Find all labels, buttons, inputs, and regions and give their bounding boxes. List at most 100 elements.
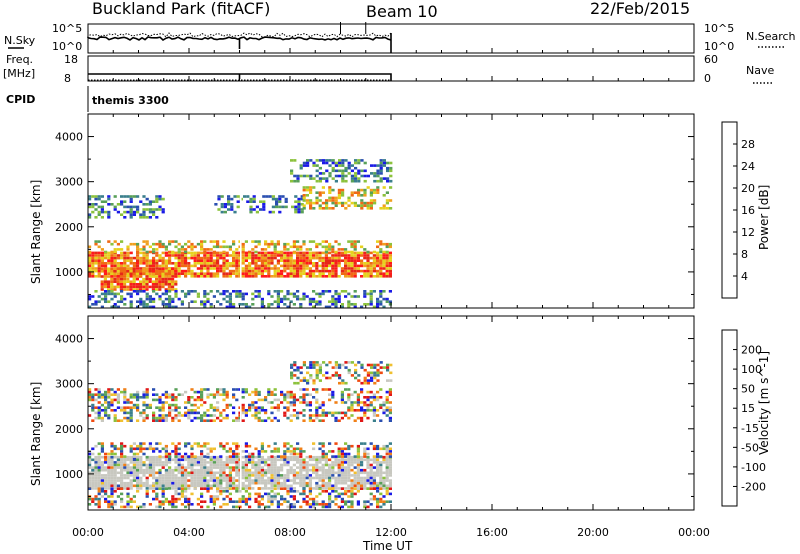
data-cell <box>145 490 149 493</box>
data-cell <box>328 245 332 249</box>
data-cell <box>366 267 370 270</box>
data-cell <box>241 481 245 485</box>
data-cell <box>379 166 383 170</box>
data-cell <box>315 463 319 467</box>
data-cell <box>296 251 300 255</box>
data-cell <box>116 463 120 467</box>
data-cell <box>113 419 117 422</box>
data-cell <box>264 419 268 422</box>
data-cell <box>235 490 239 493</box>
data-cell <box>145 303 149 306</box>
data-cell <box>286 390 290 394</box>
data-cell <box>366 379 370 382</box>
data-cell <box>273 495 277 498</box>
data-cell <box>94 303 98 306</box>
data-cell <box>249 200 253 203</box>
data-cell <box>296 447 300 451</box>
data-cell <box>264 409 268 412</box>
data-cell <box>276 275 280 278</box>
data-cell <box>296 474 300 477</box>
data-cell <box>382 186 386 189</box>
data-cell <box>286 500 290 503</box>
data-cell <box>252 208 256 211</box>
data-cell <box>328 159 332 162</box>
data-cell <box>88 476 92 480</box>
data-cell <box>104 411 108 415</box>
data-cell <box>155 270 159 273</box>
data-cell <box>200 468 204 472</box>
data-cell <box>209 406 213 409</box>
data-cell <box>222 262 226 265</box>
data-cell <box>353 264 357 268</box>
data-cell <box>267 444 271 448</box>
data-cell <box>206 297 210 301</box>
data-cell <box>219 458 223 462</box>
data-cell <box>110 401 114 404</box>
data-cell <box>174 476 178 480</box>
data-cell <box>94 388 98 391</box>
data-cell <box>309 374 313 377</box>
data-cell <box>139 479 143 482</box>
data-cell <box>132 461 136 464</box>
data-cell <box>161 245 165 249</box>
data-cell <box>347 368 351 372</box>
data-cell <box>299 245 303 249</box>
data-cell <box>318 177 322 180</box>
data-cell <box>158 455 162 458</box>
data-cell <box>164 452 168 456</box>
data-cell <box>129 416 133 420</box>
data-cell <box>308 490 312 493</box>
data-cell <box>100 476 104 480</box>
data-cell <box>158 277 162 281</box>
data-cell <box>280 463 284 467</box>
data-cell <box>151 275 155 278</box>
data-cell <box>180 300 184 303</box>
data-cell <box>299 166 303 170</box>
data-cell <box>212 471 216 475</box>
data-cell <box>385 471 389 475</box>
data-cell <box>337 254 341 257</box>
data-cell <box>225 487 229 490</box>
data-cell <box>344 388 348 391</box>
data-cell <box>299 468 303 472</box>
data-cell <box>318 251 322 255</box>
data-cell <box>225 396 229 399</box>
data-cell <box>376 497 380 501</box>
data-cell <box>104 466 108 469</box>
data-cell <box>260 297 264 301</box>
data-cell <box>321 292 325 296</box>
data-cell <box>212 409 216 412</box>
data-cell <box>334 416 338 420</box>
data-cell <box>357 177 361 180</box>
data-cell <box>347 166 351 170</box>
data-cell <box>113 468 117 472</box>
data-cell <box>200 388 204 391</box>
data-cell <box>370 172 374 175</box>
data-cell <box>120 251 124 255</box>
data-cell <box>235 452 239 456</box>
data-cell <box>113 398 117 402</box>
data-cell <box>321 207 325 210</box>
data-cell <box>155 481 159 485</box>
data-cell <box>353 303 357 306</box>
data-cell <box>289 505 293 509</box>
data-cell <box>177 248 181 251</box>
data-cell <box>168 295 172 298</box>
nsky-trace <box>87 22 695 53</box>
data-cell <box>337 188 341 192</box>
data-cell <box>246 200 250 203</box>
data-cell <box>344 264 348 268</box>
data-cell <box>219 468 223 472</box>
data-cell <box>270 240 274 243</box>
data-cell <box>259 200 263 203</box>
data-cell <box>190 471 194 475</box>
data-cell <box>164 290 168 293</box>
data-cell <box>276 250 280 254</box>
data-cell <box>334 174 338 178</box>
data-cell <box>139 256 143 260</box>
data-cell <box>283 463 287 467</box>
data-cell <box>145 476 149 480</box>
data-cell <box>227 195 231 198</box>
data-cell <box>200 452 204 456</box>
